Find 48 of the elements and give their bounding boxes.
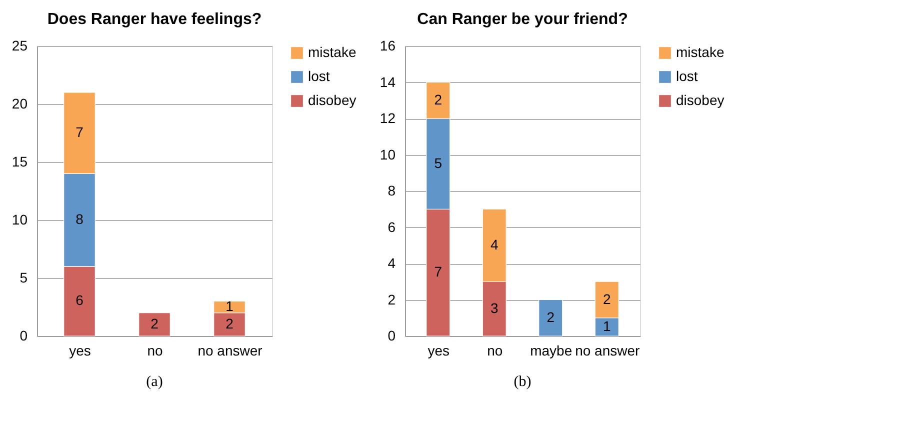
data-label: 4 [490, 236, 498, 252]
data-label: 1 [602, 318, 611, 334]
bar [538, 299, 563, 336]
legend-label: disobey [676, 92, 724, 108]
y-tick-label: 25 [12, 38, 28, 54]
y-tick-label: 2 [388, 291, 396, 308]
chart-title: Can Ranger be your friend? [417, 11, 628, 28]
y-tick-label: 0 [20, 328, 28, 344]
legend-label: disobey [308, 92, 356, 108]
x-tick-label: yes [428, 342, 450, 358]
x-tick-label: no answer [198, 342, 263, 358]
data-label: 2 [602, 290, 611, 307]
y-tick-label: 4 [388, 255, 396, 271]
x-tick-label: yes [69, 342, 91, 358]
y-tick-label: 6 [388, 218, 396, 235]
data-label: 2 [226, 315, 234, 332]
y-tick-label: 10 [380, 146, 396, 162]
data-label: 1 [226, 298, 234, 314]
x-tick-label: no [487, 342, 503, 358]
y-tick-label: 16 [380, 38, 396, 54]
data-label: 6 [76, 292, 84, 308]
y-tick-label: 15 [12, 154, 28, 170]
x-tick-label: no answer [575, 342, 640, 358]
y-tick-label: 0 [388, 328, 396, 344]
data-label: 3 [490, 300, 498, 316]
x-tick-label: maybe [530, 342, 572, 358]
y-tick-label: 20 [12, 96, 28, 112]
text: (b) [514, 374, 532, 390]
data-label: 2 [546, 308, 555, 325]
legend-label: mistake [308, 44, 356, 60]
legend-label: mistake [676, 44, 724, 60]
data-label: 5 [434, 154, 442, 171]
text: (a) [146, 374, 163, 390]
y-tick-label: 14 [380, 74, 396, 90]
y-tick-label: 10 [12, 212, 28, 228]
chart-title: Does Ranger have feelings? [47, 11, 262, 28]
x-tick-label: no [147, 342, 163, 358]
bar [138, 312, 170, 336]
y-tick-label: 8 [388, 182, 396, 198]
y-tick-label: 12 [380, 110, 396, 126]
data-label: 2 [434, 91, 442, 108]
data-label: 7 [76, 124, 84, 140]
legend-label: lost [308, 68, 330, 84]
data-label: 2 [150, 315, 159, 332]
y-tick-label: 5 [20, 270, 28, 286]
legend-label: lost [676, 68, 698, 84]
data-label: 8 [76, 211, 84, 227]
data-label: 7 [434, 264, 442, 280]
